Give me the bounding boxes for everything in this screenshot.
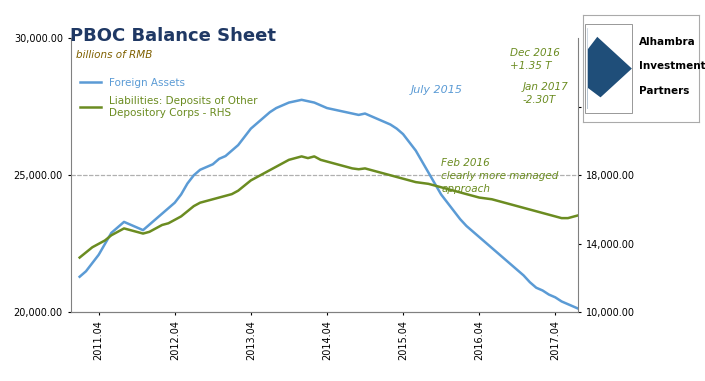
Text: Jan 2017
-2.30T: Jan 2017 -2.30T [522, 82, 568, 105]
Text: billions of RMB: billions of RMB [75, 50, 152, 61]
Polygon shape [588, 28, 632, 109]
Polygon shape [588, 88, 615, 109]
Legend: Foreign Assets, Liabilities: Deposits of Other
Depository Corps - RHS: Foreign Assets, Liabilities: Deposits of… [75, 74, 262, 122]
Text: July 2015: July 2015 [411, 85, 462, 95]
Text: Dec 2016
+1.35 T: Dec 2016 +1.35 T [510, 48, 560, 71]
Text: Investment: Investment [639, 61, 705, 72]
Text: Feb 2016
clearly more managed
approach: Feb 2016 clearly more managed approach [441, 158, 558, 194]
Text: Partners: Partners [639, 86, 689, 96]
Polygon shape [588, 28, 604, 50]
Text: PBOC Balance Sheet: PBOC Balance Sheet [70, 27, 276, 45]
Text: Alhambra: Alhambra [639, 37, 696, 47]
